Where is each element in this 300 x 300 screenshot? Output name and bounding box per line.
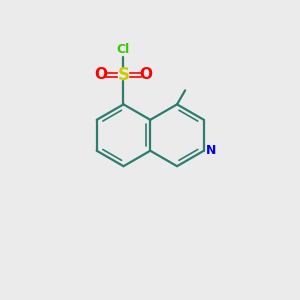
Text: N: N <box>206 144 216 157</box>
Text: S: S <box>118 66 130 84</box>
Text: O: O <box>94 68 107 82</box>
Text: O: O <box>140 68 153 82</box>
Text: Cl: Cl <box>117 43 130 56</box>
